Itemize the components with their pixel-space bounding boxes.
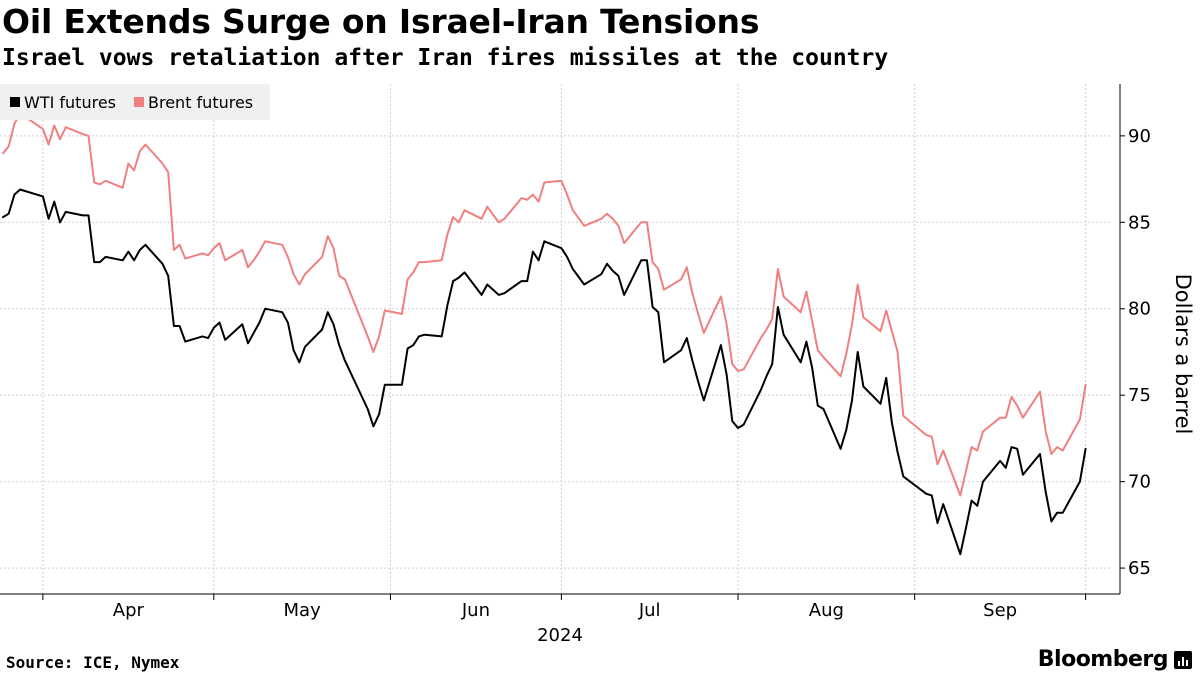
- legend-label-wti: WTI futures: [24, 92, 116, 112]
- x-year-label: 2024: [537, 625, 583, 646]
- legend-swatch-wti: [10, 97, 20, 107]
- brand-name: Bloomberg: [1037, 647, 1169, 672]
- y-tick-label-70: 70: [1128, 472, 1151, 493]
- y-tick-label-65: 65: [1128, 558, 1151, 579]
- bloomberg-chart-icon: [1174, 650, 1192, 669]
- y-tick-label-75: 75: [1128, 385, 1151, 406]
- legend-item-wti: WTI futures: [10, 93, 116, 112]
- series-line-wti: [2, 188, 1087, 556]
- legend-label-brent: Brent futures: [148, 92, 254, 112]
- series-line-brent: [2, 112, 1087, 497]
- series-layer: [2, 112, 1087, 556]
- source-note: Source: ICE, Nymex: [6, 653, 180, 672]
- chart-subtitle: Israel vows retaliation after Iran fires…: [2, 45, 889, 71]
- legend-item-brent: Brent futures: [134, 93, 253, 112]
- x-tick-label-may: May: [284, 600, 322, 621]
- x-tick-label-jun: Jun: [461, 600, 490, 621]
- legend-swatch-brent: [134, 97, 144, 107]
- legend: WTI futures Brent futures: [0, 84, 270, 120]
- y-tick-label-85: 85: [1128, 212, 1151, 233]
- x-tick-label-apr: Apr: [113, 600, 145, 621]
- bloomberg-logo: Bloomberg: [1038, 647, 1192, 672]
- y-axis-title: Dollars a barrel: [1171, 274, 1195, 435]
- grid-layer: [0, 84, 1110, 594]
- x-tick-label-jul: Jul: [638, 600, 661, 621]
- x-tick-label-sep: Sep: [983, 600, 1017, 621]
- x-tick-label-aug: Aug: [809, 600, 844, 621]
- chart-title: Oil Extends Surge on Israel-Iran Tension…: [2, 2, 760, 41]
- y-tick-label-80: 80: [1128, 299, 1151, 320]
- y-tick-label-90: 90: [1128, 126, 1151, 147]
- axis-layer: 65 70 75 80 85 90 Apr May Jun Jul Aug Sep 2024 Dollar…: [0, 84, 1195, 646]
